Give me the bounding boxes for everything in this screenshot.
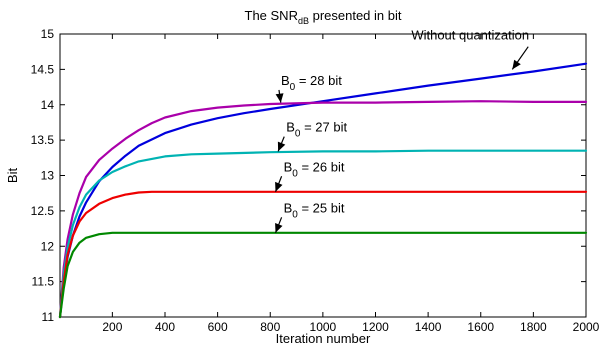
- series-line: [58, 149, 588, 319]
- chart-title-main: The SNR: [245, 8, 298, 23]
- annotation-arrow-head: [275, 93, 284, 103]
- annotation-arrow-head: [275, 223, 283, 233]
- annotation-label: Without quantization: [411, 28, 529, 43]
- annotation-label: B0 = 28 bit: [281, 73, 342, 93]
- x-tick-label: 400: [155, 320, 175, 334]
- annotation-label-base: B: [281, 73, 290, 88]
- chart-title-group: The SNRdB presented in bit: [245, 8, 402, 26]
- annotation-label-subscript: 0: [292, 209, 298, 220]
- y-tick-label: 12.5: [31, 204, 55, 218]
- series-line: [58, 100, 588, 319]
- x-tick-label: 600: [208, 320, 228, 334]
- chart-title-subscript: dB: [298, 16, 309, 26]
- y-tick-label: 14: [41, 98, 55, 112]
- y-tick-label: 11.5: [32, 275, 55, 289]
- annotation-label: B0 = 26 bit: [284, 159, 345, 179]
- y-axis-label: Bit: [5, 168, 20, 184]
- x-tick-label: 1200: [362, 320, 389, 334]
- chart-title-rest: presented in bit: [309, 8, 402, 23]
- series-line: [58, 231, 588, 319]
- annotation-arrow-head: [512, 59, 521, 70]
- annotation-label-rest: = 27 bit: [300, 120, 347, 135]
- x-axis-label: Iteration number: [276, 331, 371, 346]
- x-tick-label: 1600: [467, 320, 494, 334]
- annotation-label-rest: = 26 bit: [298, 159, 345, 174]
- chart-title: The SNRdB presented in bit: [245, 8, 402, 26]
- annotation-label: B0 = 25 bit: [284, 200, 345, 220]
- annotation-label-subscript: 0: [295, 129, 301, 140]
- annotation-label-base: B: [286, 120, 295, 135]
- series-line: [58, 190, 588, 319]
- annotation-label-subscript: 0: [290, 82, 296, 93]
- annotation-label-rest: = 25 bit: [298, 200, 345, 215]
- annotation-label-base: B: [284, 200, 293, 215]
- y-tick-label: 11: [42, 310, 55, 324]
- annotation-label: B0 = 27 bit: [286, 120, 347, 140]
- annotation-label-subscript: 0: [292, 168, 298, 179]
- annotation-arrow-head: [275, 181, 283, 192]
- y-tick-label: 13.5: [31, 133, 55, 147]
- axes-group: 200 400 600 800 1000 1200 1400 1600 1800 20001111…: [31, 27, 600, 334]
- annotation-label-rest: = 28 bit: [295, 73, 342, 88]
- series-group: [58, 62, 588, 319]
- x-tick-label: 1000: [310, 320, 337, 334]
- x-tick-label: 800: [260, 320, 280, 334]
- x-tick-label: 1400: [415, 320, 442, 334]
- y-tick-label: 15: [41, 27, 55, 41]
- y-tick-label: 13: [41, 169, 55, 183]
- annotation-arrow-head: [277, 141, 286, 152]
- x-tick-label: 200: [102, 320, 122, 334]
- annotation-label-base: B: [284, 159, 293, 174]
- x-tick-label: 2000: [573, 320, 600, 334]
- y-tick-label: 12: [41, 239, 55, 253]
- x-tick-label: 1800: [520, 320, 547, 334]
- y-tick-label: 14.5: [31, 62, 55, 76]
